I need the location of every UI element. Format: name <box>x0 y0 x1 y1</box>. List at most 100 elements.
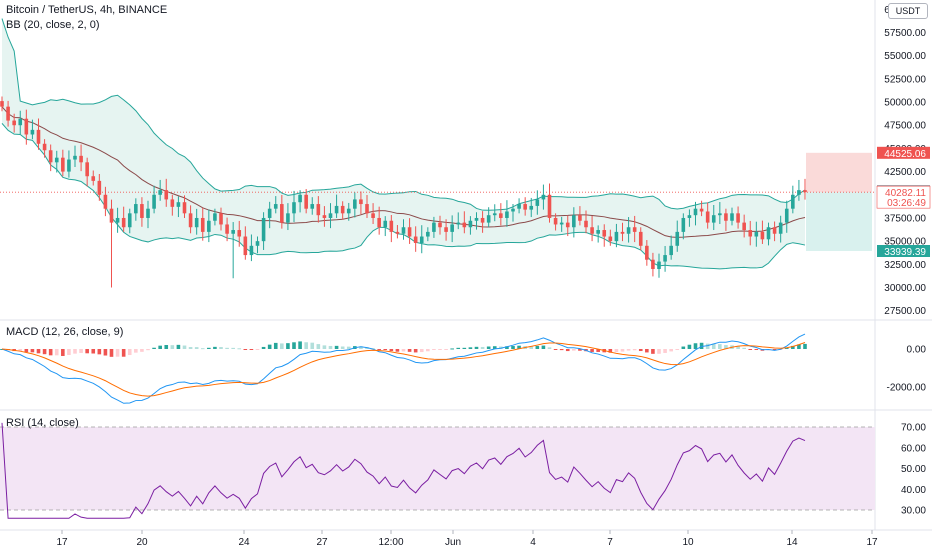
macd-histogram-bar <box>675 349 680 350</box>
candle-body <box>529 205 534 210</box>
candle-body <box>724 213 728 221</box>
macd-histogram-bar <box>383 349 388 351</box>
rsi-legend[interactable]: RSI (14, close) <box>6 417 79 429</box>
candle-body <box>632 227 637 232</box>
candle-body <box>377 217 381 228</box>
macd-histogram-bar <box>572 349 576 351</box>
candle-body <box>237 230 242 237</box>
macd-histogram-bar <box>304 342 308 349</box>
candle-body <box>158 190 162 195</box>
time-tick-label: 17 <box>56 537 68 548</box>
candle-body <box>152 194 156 209</box>
candle-body <box>115 217 120 223</box>
macd-histogram-bar <box>474 346 479 349</box>
macd-histogram-bar <box>115 349 120 357</box>
bb-legend[interactable]: BB (20, close, 2, 0) <box>6 19 100 31</box>
candle-body <box>383 220 388 228</box>
macd-histogram-bar <box>213 346 217 349</box>
candle-body <box>30 129 35 135</box>
price-badge-bg <box>876 185 931 209</box>
candle-body <box>511 208 515 212</box>
macd-histogram-bar <box>334 345 339 349</box>
rsi-tick-label: 60.00 <box>901 443 926 454</box>
candle-body <box>322 215 327 218</box>
candle-body <box>292 202 296 214</box>
candle-body <box>742 222 746 231</box>
macd-histogram-bar <box>736 346 740 349</box>
macd-pane <box>0 333 807 404</box>
candle-body <box>121 217 126 228</box>
symbol-legend[interactable]: Bitcoin / TetherUS, 4h, BINANCE <box>6 4 168 16</box>
bb-fill <box>2 18 805 269</box>
candle-body <box>109 208 114 223</box>
macd-histogram-bar <box>389 349 394 352</box>
candle-body <box>127 213 132 228</box>
macd-histogram-bar <box>499 346 503 349</box>
candle-body <box>54 157 59 163</box>
price-badge-label: 44525.06 <box>884 149 926 160</box>
macd-histogram-bar <box>67 349 71 355</box>
candle-body <box>480 217 485 223</box>
candle-body <box>669 245 673 256</box>
candle-body <box>687 215 692 218</box>
candle-body <box>170 199 175 207</box>
candles[interactable] <box>0 96 807 288</box>
macd-histogram-bar <box>547 347 552 349</box>
candle-body <box>559 222 564 225</box>
candle-body <box>194 217 199 228</box>
candle-body <box>316 204 321 216</box>
candle-body <box>565 222 570 228</box>
price-tick-label: 57500.00 <box>884 28 926 39</box>
macd-histogram-bar <box>267 344 272 349</box>
macd-histogram-bar <box>486 346 491 349</box>
macd-histogram-bar <box>784 347 789 349</box>
macd-line <box>1 333 806 404</box>
macd-histogram-bar <box>711 343 716 349</box>
price-tick-label: 37500.00 <box>884 213 926 224</box>
macd-histogram-bar <box>517 345 521 349</box>
price-badge-countdown: 03:26:49 <box>887 198 926 209</box>
macd-histogram-bar <box>565 349 570 352</box>
macd-histogram-bar <box>529 346 534 349</box>
candle-body <box>675 231 680 246</box>
macd-histogram-bar <box>377 349 381 350</box>
macd-histogram-bar <box>578 349 582 351</box>
candle-body <box>784 208 789 223</box>
take-profit-zone <box>806 152 872 193</box>
candle-body <box>395 231 400 234</box>
macd-histogram-bar <box>42 349 47 355</box>
macd-histogram-bar <box>79 349 83 353</box>
price-badge-bg <box>877 146 930 159</box>
candle-body <box>346 208 351 214</box>
candle-body <box>711 215 716 223</box>
macd-legend[interactable]: MACD (12, 26, close, 9) <box>6 326 124 338</box>
macd-histogram-bar <box>255 349 260 350</box>
candle-body <box>12 120 16 126</box>
macd-histogram-bar <box>718 344 722 349</box>
macd-tick-label: -2000.00 <box>887 383 927 394</box>
macd-histogram-bar <box>505 346 509 349</box>
candle-body <box>261 217 266 242</box>
candle-body <box>590 227 594 234</box>
macd-histogram-bar <box>91 349 96 354</box>
candle-body <box>699 208 704 212</box>
macd-histogram-bar <box>140 349 144 352</box>
candle-body <box>736 213 740 223</box>
macd-histogram-bar <box>797 344 801 349</box>
macd-histogram-bar <box>249 349 254 350</box>
candle-body <box>176 202 181 207</box>
candle-body <box>614 231 619 242</box>
candle-body <box>535 199 540 206</box>
rsi-line <box>1 422 806 519</box>
candle-body <box>225 224 229 234</box>
currency-selector[interactable]: USDT <box>888 3 928 19</box>
rsi-band <box>0 427 875 510</box>
candle-body <box>0 101 4 107</box>
candle-body <box>213 213 217 221</box>
candle-body <box>778 222 783 234</box>
candle-body <box>401 227 406 234</box>
rsi-pane <box>0 422 875 519</box>
candle-body <box>286 213 290 223</box>
candle-body <box>791 194 795 209</box>
